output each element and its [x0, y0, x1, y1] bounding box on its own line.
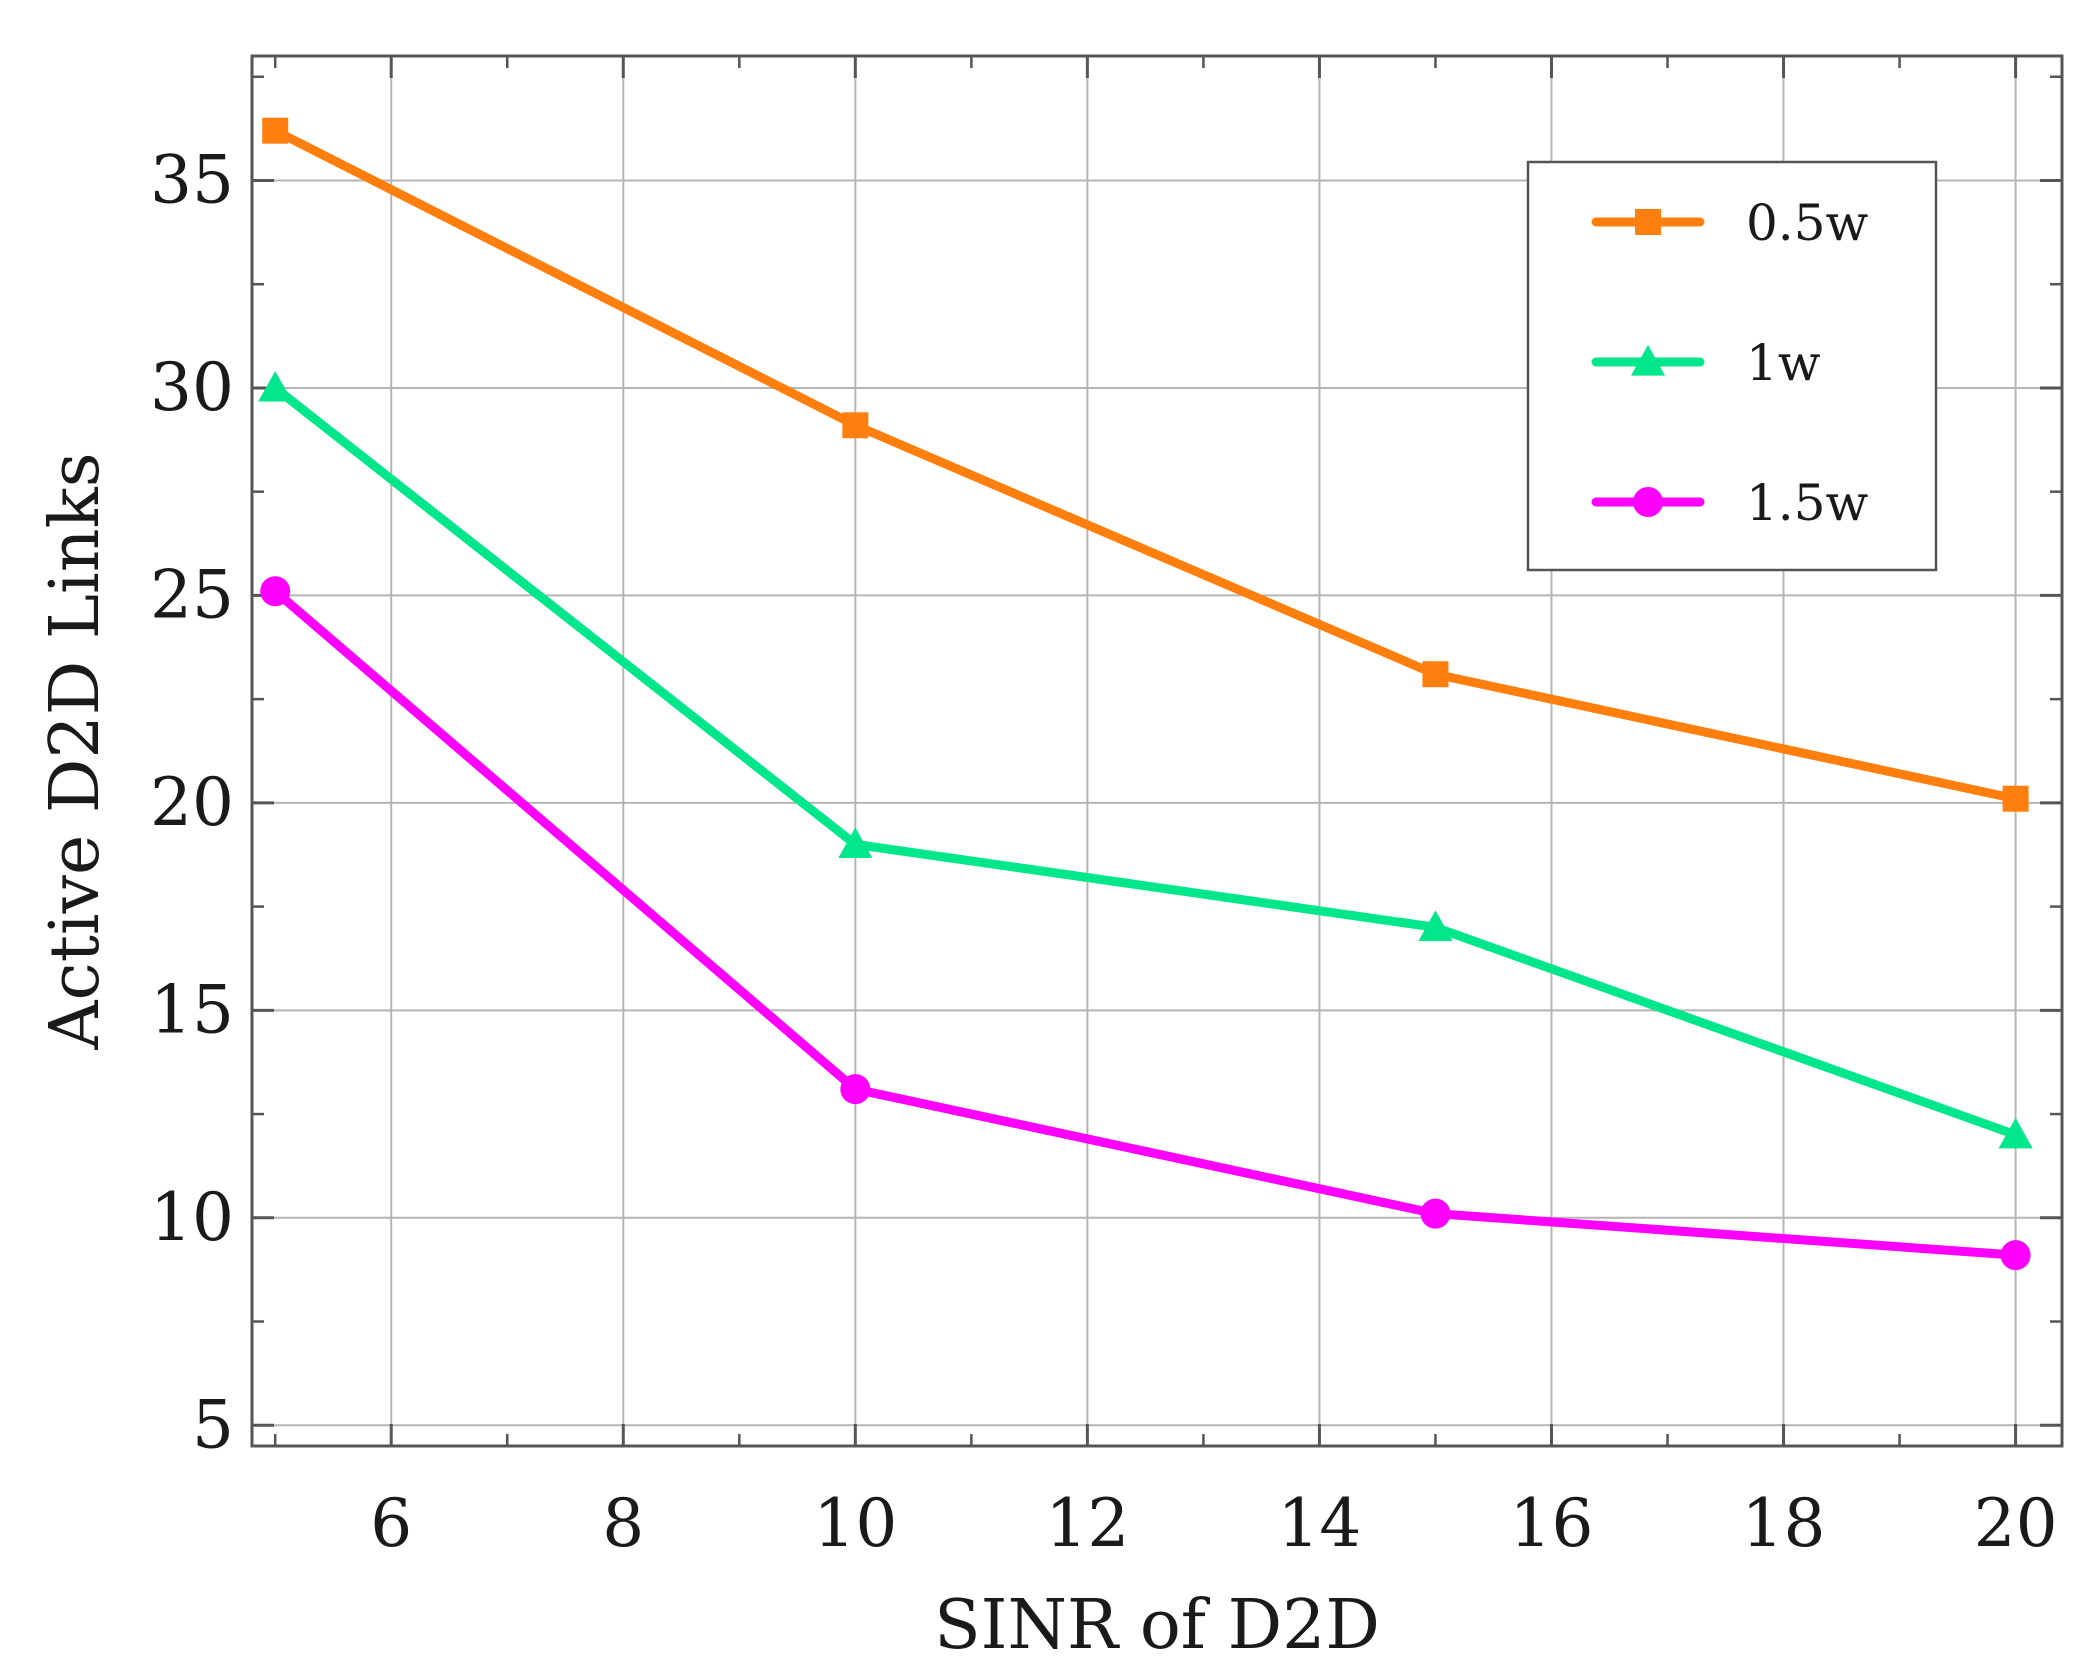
y-tick-label: 15 — [150, 971, 234, 1048]
x-tick-label: 10 — [813, 1485, 897, 1562]
data-point-1w — [1998, 1117, 2033, 1149]
data-point-1-5w — [840, 1074, 871, 1105]
series-markers — [258, 117, 2033, 1271]
x-tick-labels: 6 8 10 12 14 16 18 20 — [370, 1485, 2057, 1562]
data-point-1w — [838, 827, 873, 858]
x-tick-label: 18 — [1742, 1485, 1826, 1562]
legend: 0.5w 1w 1.5w — [1526, 160, 1938, 572]
axis-ticks — [252, 56, 2062, 1446]
legend-marker-1w — [1631, 345, 1665, 376]
y-tick-label: 20 — [150, 764, 234, 841]
legend-marker-1-5w — [1633, 487, 1663, 517]
x-tick-label: 14 — [1277, 1485, 1361, 1562]
data-point-1w — [258, 370, 293, 402]
data-point-1-5w — [1420, 1198, 1451, 1229]
y-tick-label: 10 — [150, 1179, 234, 1256]
y-tick-label: 25 — [150, 556, 234, 633]
data-point-1-5w — [260, 576, 291, 607]
data-point-0-5w — [1422, 661, 1449, 688]
plot-frame — [250, 54, 2064, 1448]
x-axis-label: SINR of D2D — [934, 1586, 1380, 1665]
data-point-0-5w — [2002, 785, 2029, 812]
x-tick-label: 16 — [1509, 1485, 1593, 1562]
y-tick-label: 30 — [150, 349, 234, 426]
legend-label-0-5w: 0.5w — [1746, 194, 1869, 252]
series-line-0-5w — [270, 126, 2021, 804]
data-point-0-5w — [842, 412, 869, 439]
legend-label-1w: 1w — [1746, 334, 1821, 392]
data-point-0-5w — [262, 117, 289, 144]
series-line-1-5w — [270, 586, 2021, 1260]
series-line-1w — [270, 383, 2021, 1140]
series-lines — [270, 126, 2021, 1260]
legend-marker-0-5w — [1635, 209, 1661, 235]
y-tick-labels: 5 10 15 20 25 30 35 — [150, 141, 234, 1463]
data-point-1w — [1418, 910, 1453, 941]
legend-box — [1526, 160, 1938, 572]
data-point-1-5w — [2000, 1240, 2031, 1271]
x-tick-label: 6 — [370, 1485, 412, 1562]
x-tick-label: 8 — [602, 1485, 644, 1562]
x-tick-label: 20 — [1974, 1485, 2058, 1562]
legend-label-1-5w: 1.5w — [1746, 474, 1869, 532]
y-tick-label: 5 — [192, 1386, 234, 1463]
y-axis-label: Active D2D Links — [36, 452, 115, 1050]
x-tick-label: 12 — [1045, 1485, 1129, 1562]
y-tick-label: 35 — [150, 141, 234, 218]
